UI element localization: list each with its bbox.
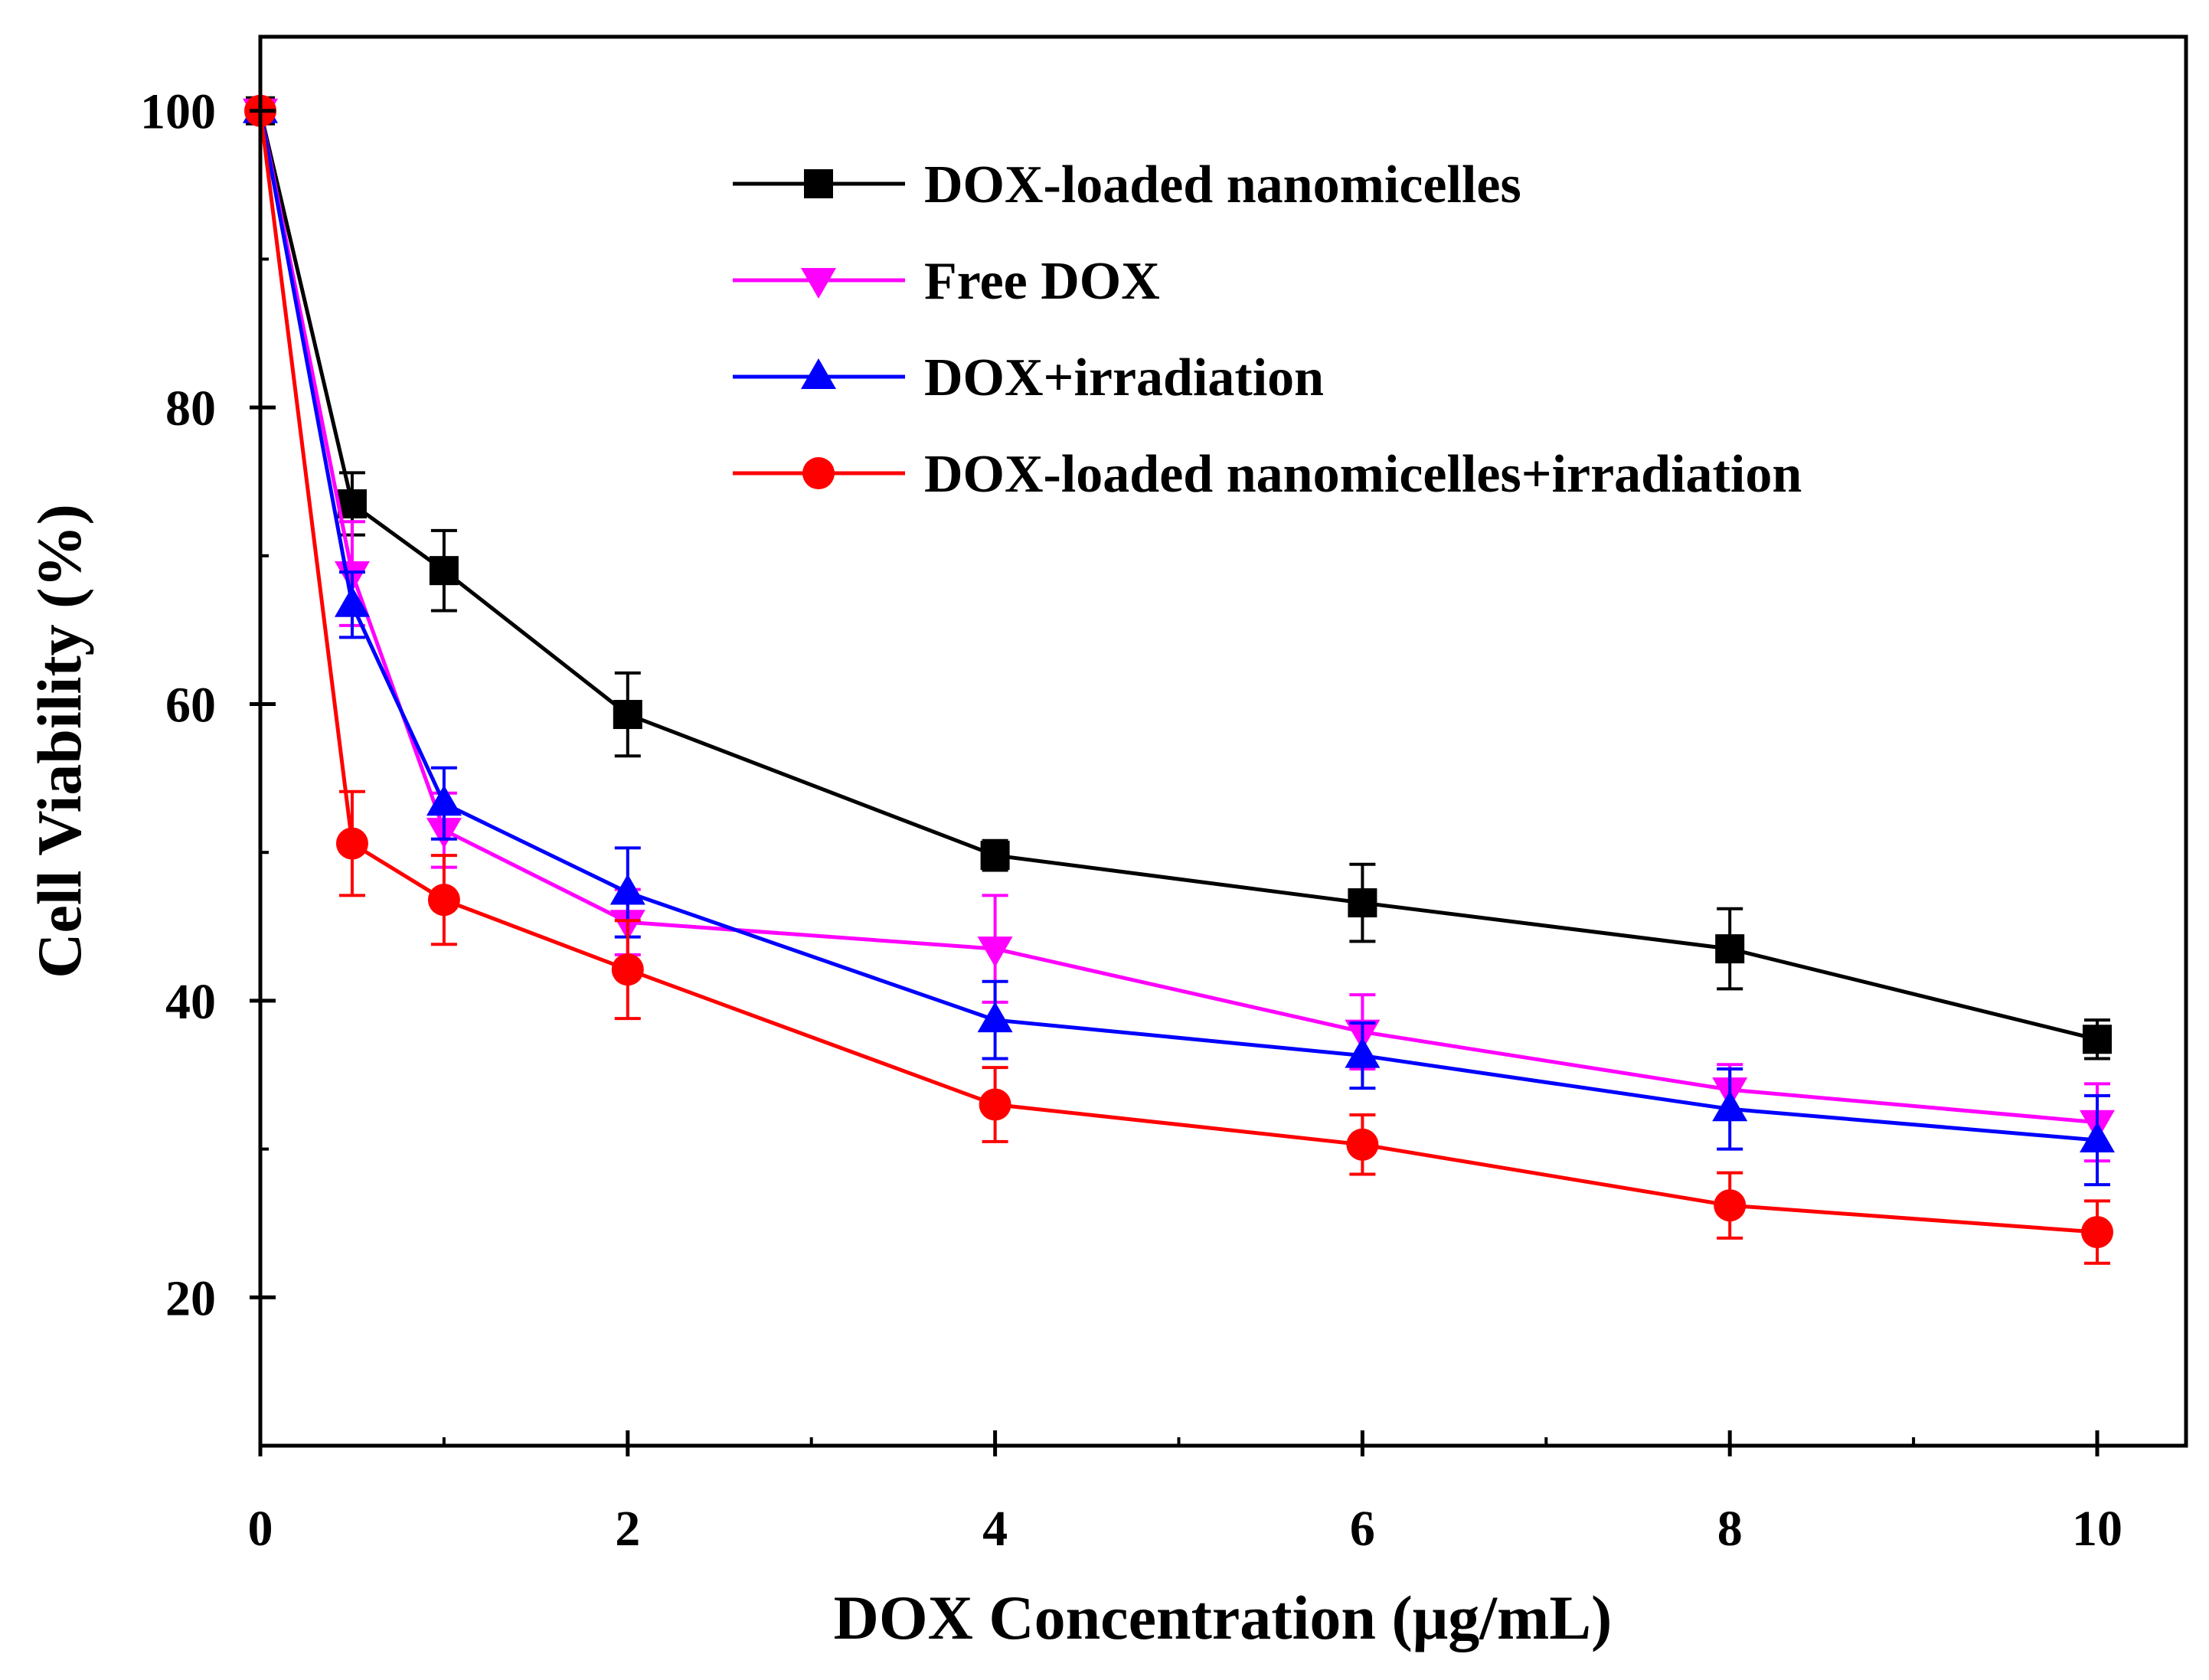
legend-item: DOX-loaded nanomicelles+irradiation — [733, 445, 1802, 504]
x-tick-label: 6 — [1350, 1501, 1375, 1557]
data-point — [1715, 934, 1745, 964]
series-layer — [243, 92, 2115, 1265]
plot-frame — [258, 34, 2188, 1448]
y-tick-label: 100 — [140, 84, 216, 140]
legend-marker — [802, 457, 835, 489]
data-point — [1348, 888, 1377, 918]
data-point — [334, 586, 370, 617]
legend-label: DOX+irradiation — [924, 348, 1324, 407]
y-tick-label: 80 — [165, 381, 216, 436]
legend-marker — [804, 169, 833, 198]
data-point — [427, 884, 460, 917]
series-line — [258, 110, 2098, 1041]
axes: 0 2 4 6 8 10 20 40 60 80 100 — [140, 84, 2122, 1557]
y-tick-label: 40 — [165, 974, 216, 1030]
data-point — [335, 827, 368, 860]
x-tick-label: 10 — [2072, 1501, 2122, 1557]
legend-label: Free DOX — [924, 252, 1160, 311]
data-point — [1346, 1128, 1379, 1161]
data-point — [977, 1002, 1013, 1033]
data-point — [1712, 1090, 1748, 1122]
data-point — [611, 953, 644, 986]
data-point — [2083, 1025, 2112, 1054]
data-point — [2081, 1216, 2113, 1249]
x-tick-label: 2 — [615, 1501, 640, 1557]
legend-item: DOX+irradiation — [733, 348, 1324, 407]
data-point — [426, 785, 462, 816]
legend-marker — [801, 268, 836, 299]
legend: DOX-loaded nanomicelles Free DOX DOX+irrad… — [733, 155, 1802, 504]
series-3 — [243, 92, 2115, 1187]
series-1 — [246, 96, 2112, 1061]
data-point — [980, 841, 1010, 871]
legend-item: DOX-loaded nanomicelles — [733, 155, 1521, 214]
data-point — [609, 874, 645, 905]
data-point — [1714, 1189, 1747, 1222]
data-point — [613, 700, 642, 730]
x-tick-label: 4 — [982, 1501, 1008, 1557]
legend-marker — [801, 358, 836, 389]
legend-item: Free DOX — [733, 252, 1160, 311]
x-axis-title: DOX Concentration (μg/mL) — [834, 1583, 1613, 1652]
data-point — [337, 489, 367, 519]
y-tick-label: 60 — [165, 678, 216, 734]
x-tick-label: 0 — [248, 1501, 273, 1557]
y-tick-label: 20 — [165, 1270, 216, 1326]
series-4 — [244, 94, 2113, 1265]
legend-label: DOX-loaded nanomicelles+irradiation — [924, 445, 1802, 504]
x-tick-label: 8 — [1717, 1501, 1743, 1557]
data-point — [2080, 1121, 2115, 1152]
series-line — [258, 110, 2098, 1234]
data-point — [429, 556, 459, 586]
series-line — [258, 110, 2098, 1142]
data-point — [979, 1088, 1011, 1121]
data-point — [1345, 1037, 1381, 1068]
y-axis-title: Cell Viability (%) — [25, 504, 94, 979]
legend-label: DOX-loaded nanomicelles — [924, 155, 1521, 214]
data-point — [977, 936, 1013, 968]
